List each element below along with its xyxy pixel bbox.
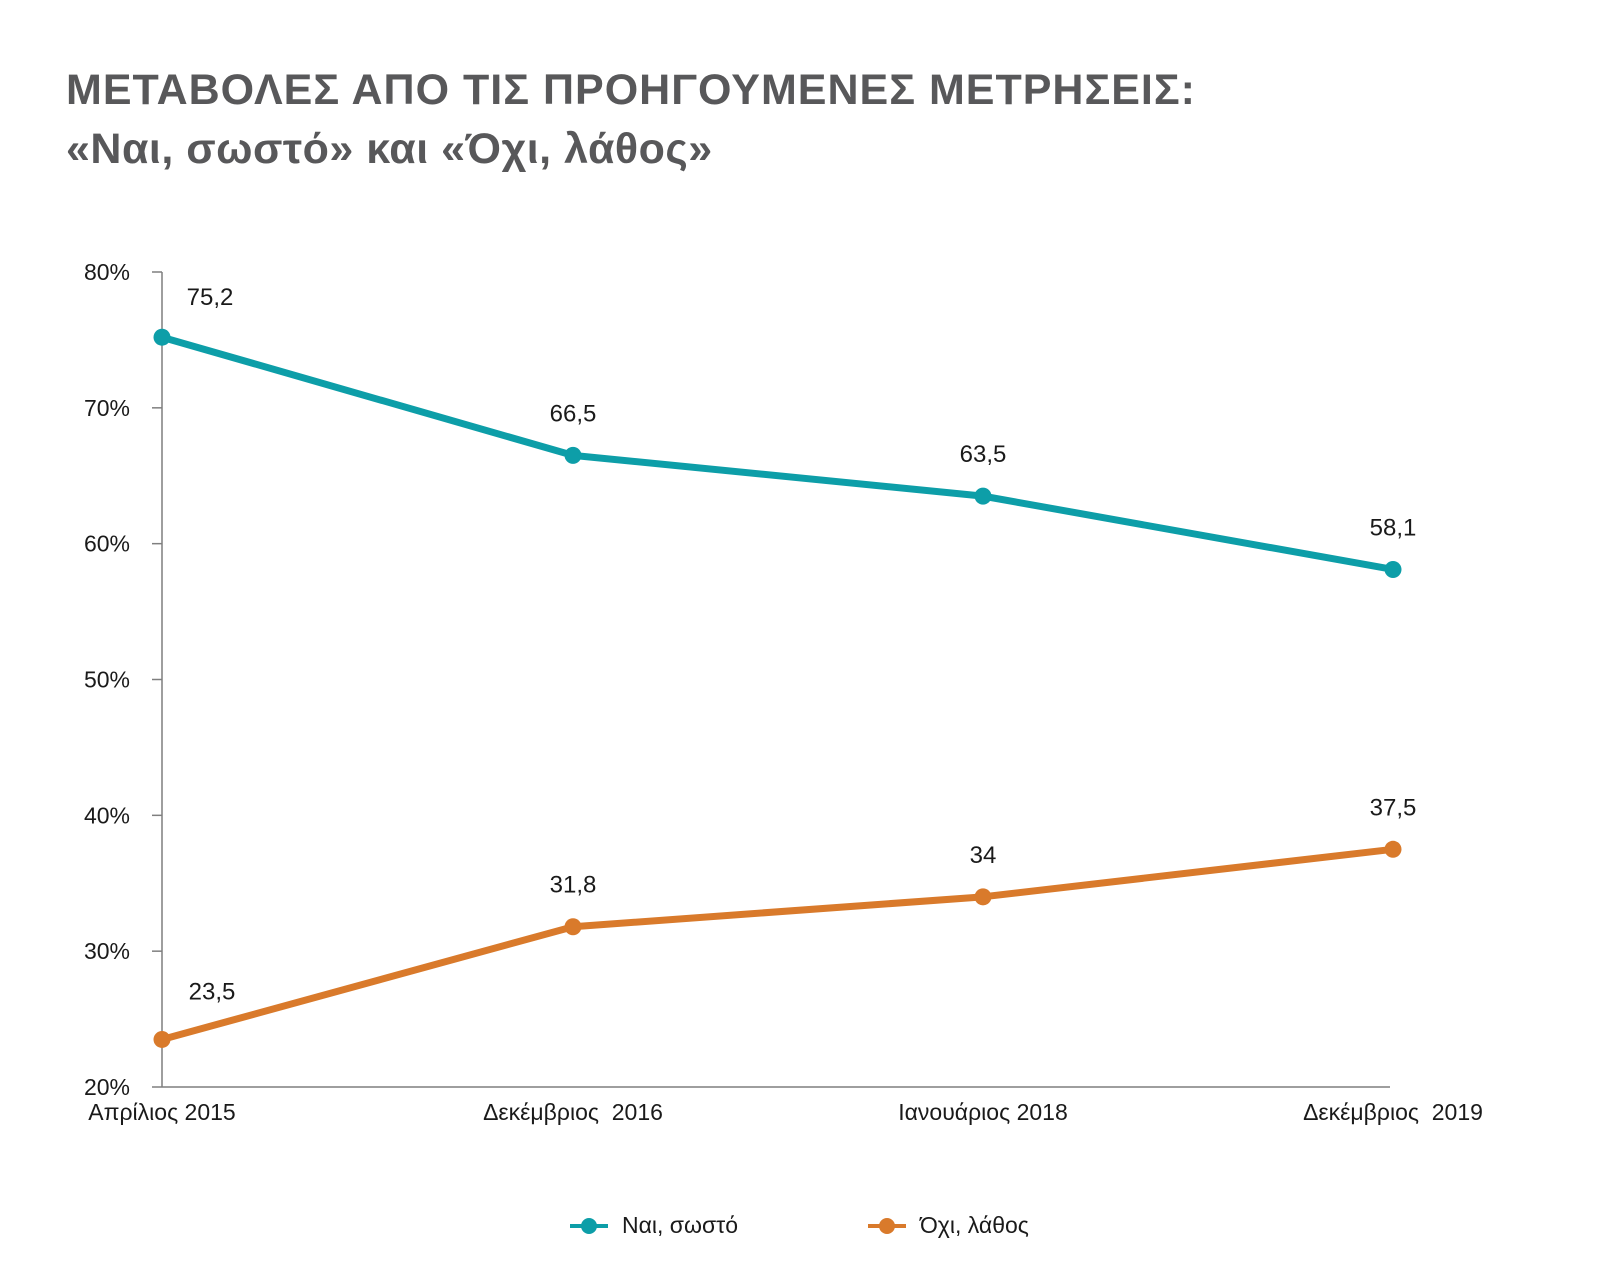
y-tick-label: 40% <box>84 802 130 828</box>
y-tick-label: 80% <box>84 259 130 285</box>
x-tick-label: Δεκέμβριος 2019 <box>1303 1099 1483 1125</box>
legend-line-marker-icon <box>868 1216 906 1236</box>
legend-item-oxi: Όχι, λάθος <box>868 1212 1029 1239</box>
chart-legend: Ναι, σωστό Όχι, λάθος <box>0 1212 1603 1252</box>
data-point-nai <box>1384 560 1402 578</box>
series-line-nai <box>158 333 1397 573</box>
legend-label-oxi: Όχι, λάθος <box>920 1212 1029 1238</box>
data-point-nai <box>974 487 992 505</box>
legend-label-nai: Ναι, σωστό <box>622 1212 739 1238</box>
x-tick-label: Απρίλιος 2015 <box>88 1099 235 1125</box>
data-label-nai: 75,2 <box>187 284 234 311</box>
data-label-oxi: 37,5 <box>1370 794 1417 821</box>
y-tick-label: 60% <box>84 531 130 557</box>
data-label-nai: 58,1 <box>1370 514 1417 541</box>
x-tick-label: Ιανουάριος 2018 <box>898 1099 1067 1125</box>
data-label-oxi: 23,5 <box>189 978 236 1005</box>
data-label-nai: 63,5 <box>960 441 1007 468</box>
data-point-oxi <box>1384 840 1402 858</box>
data-label-oxi: 31,8 <box>550 872 597 899</box>
data-label-nai: 66,5 <box>550 400 597 427</box>
data-point-oxi <box>564 918 582 936</box>
y-tick-label: 30% <box>84 938 130 964</box>
y-tick-label: 70% <box>84 395 130 421</box>
series-line-oxi <box>158 845 1397 1043</box>
data-point-nai <box>153 328 171 346</box>
y-tick-label: 20% <box>84 1074 130 1100</box>
y-tick-label: 50% <box>84 667 130 693</box>
data-point-oxi <box>974 888 992 906</box>
data-label-oxi: 34 <box>970 842 997 869</box>
legend-line-marker-icon <box>570 1216 608 1236</box>
chart-title: ΜΕΤΑΒΟΛΕΣ ΑΠΟ ΤΙΣ ΠΡΟΗΓΟΥΜΕΝΕΣ ΜΕΤΡΗΣΕΙΣ… <box>66 62 1546 180</box>
data-point-nai <box>564 446 582 464</box>
legend-item-nai: Ναι, σωστό <box>570 1212 738 1239</box>
chart-title-line1: ΜΕΤΑΒΟΛΕΣ ΑΠΟ ΤΙΣ ΠΡΟΗΓΟΥΜΕΝΕΣ ΜΕΤΡΗΣΕΙΣ… <box>66 66 1197 114</box>
data-point-oxi <box>153 1030 171 1048</box>
chart-title-line2: «Ναι, σωστό» και «Όχι, λάθος» <box>66 125 713 173</box>
x-tick-label: Δεκέμβριος 2016 <box>483 1099 663 1125</box>
